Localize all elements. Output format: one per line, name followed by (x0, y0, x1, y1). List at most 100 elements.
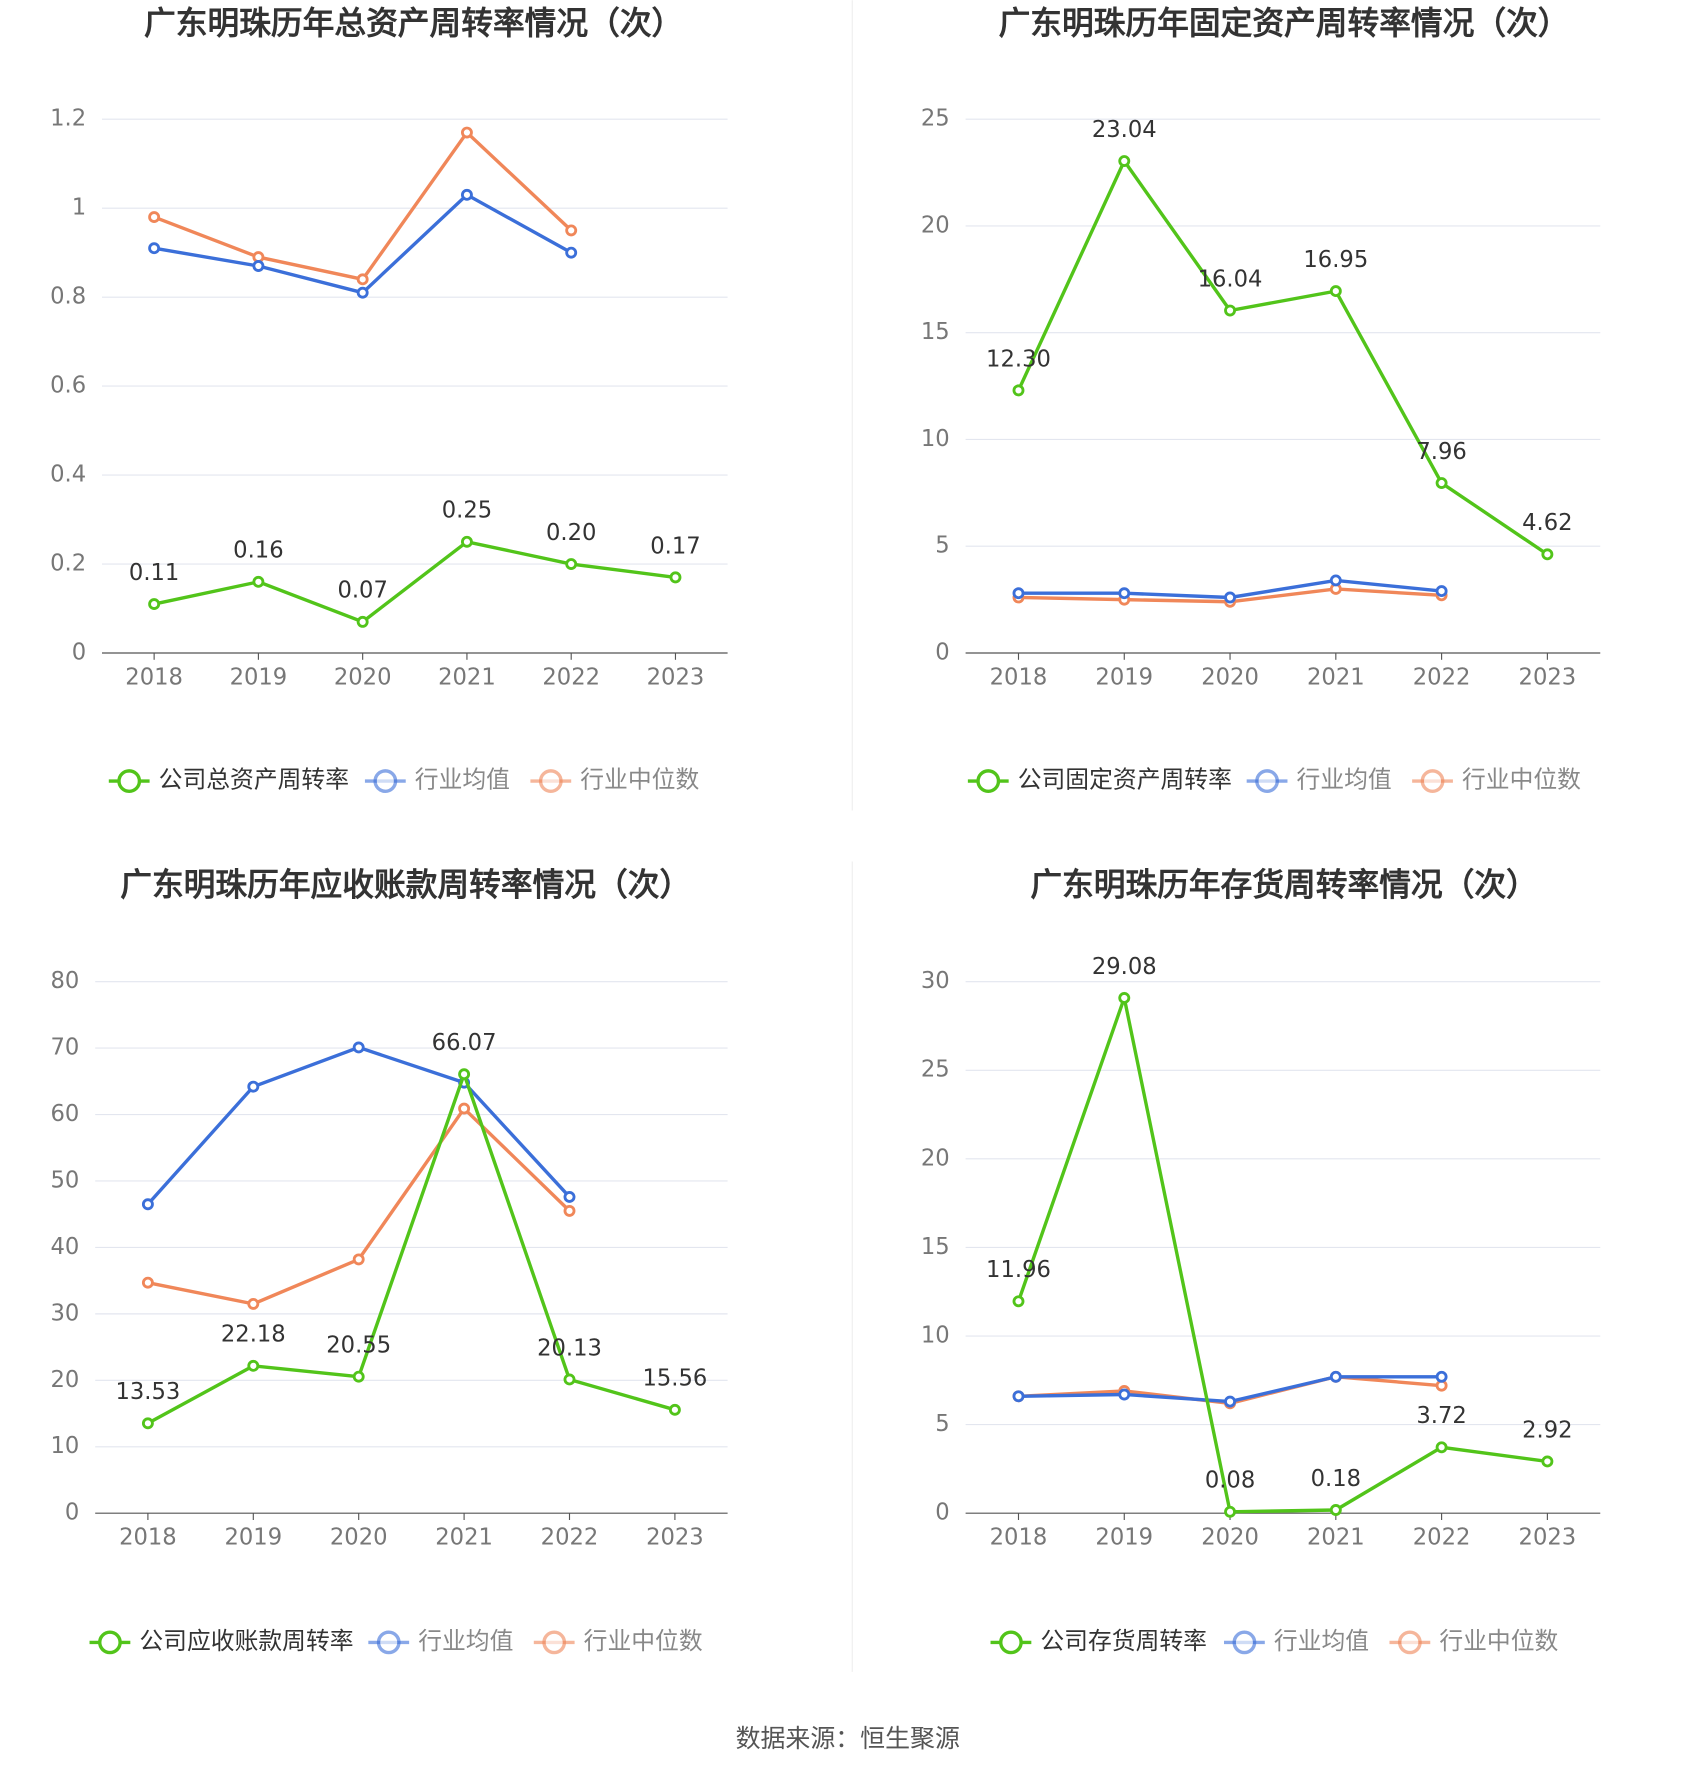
legend-label: 行业均值 (1297, 766, 1392, 794)
data-label: 2.92 (1522, 1417, 1572, 1443)
data-point (1541, 548, 1554, 561)
data-point (1224, 1505, 1236, 1518)
x-tick-label: 2018 (119, 1525, 177, 1551)
legend-icon (1255, 769, 1279, 793)
data-point (563, 1190, 576, 1203)
x-tick-label: 2023 (1519, 664, 1577, 690)
x-tick-label: 2018 (990, 1525, 1048, 1551)
y-tick-label: 0.2 (50, 551, 86, 577)
data-point (1329, 285, 1342, 298)
data-point (1224, 1395, 1236, 1408)
data-point (141, 1417, 154, 1430)
data-point (565, 558, 578, 570)
data-point (148, 211, 161, 224)
data-point (352, 1253, 365, 1266)
x-tick-label: 2023 (1519, 1525, 1577, 1551)
data-label: 22.18 (221, 1322, 286, 1348)
data-point (247, 1080, 260, 1093)
x-tick-label: 2019 (1095, 664, 1153, 690)
data-point (565, 224, 578, 237)
data-label: 66.07 (432, 1030, 497, 1056)
legend-label: 行业中位数 (1462, 766, 1581, 794)
y-tick-label: 15 (921, 319, 950, 345)
x-tick-label: 2021 (435, 1525, 493, 1551)
data-point (458, 1102, 471, 1115)
series-line (147, 1069, 676, 1425)
data-point (1224, 304, 1236, 317)
data-point (460, 188, 473, 201)
data-point (563, 1373, 576, 1386)
y-tick-label: 0 (65, 1500, 79, 1526)
legend-label: 行业均值 (418, 1627, 513, 1655)
legend-label: 行业中位数 (580, 766, 699, 794)
y-tick-label: 20 (921, 212, 950, 238)
data-point (356, 273, 369, 286)
data-label: 0.16 (233, 538, 283, 564)
y-tick-label: 10 (921, 1323, 950, 1349)
y-tick-label: 30 (921, 968, 950, 994)
chart-title: 广东明珠历年固定资产周转率情况（次） (999, 5, 1570, 42)
y-tick-label: 10 (921, 426, 950, 452)
data-point (1224, 591, 1236, 604)
series-line (147, 1105, 571, 1306)
y-tick-label: 80 (50, 968, 79, 994)
legend-label: 行业均值 (415, 766, 510, 794)
data-point (1118, 587, 1131, 600)
y-tick-label: 1.2 (50, 106, 86, 132)
data-point (141, 1198, 154, 1211)
y-tick-label: 70 (50, 1035, 79, 1061)
y-tick-label: 5 (935, 533, 949, 559)
y-tick-label: 25 (921, 106, 950, 132)
y-tick-label: 0 (935, 1500, 949, 1526)
legend-icon (1232, 1630, 1257, 1655)
legend-icon (976, 769, 1001, 793)
series-line (153, 539, 676, 624)
data-point (1435, 1441, 1448, 1454)
source-note: 数据来源：恒生聚源 (736, 1724, 960, 1753)
data-label: 0.11 (129, 560, 179, 586)
y-tick-label: 0.8 (50, 284, 86, 310)
legend-icon (376, 1630, 401, 1655)
x-tick-label: 2020 (334, 664, 392, 690)
data-label: 12.30 (986, 346, 1051, 372)
data-point (1012, 1390, 1025, 1403)
legend-label: 行业均值 (1274, 1627, 1369, 1655)
data-label: 4.62 (1522, 510, 1572, 536)
data-point (1541, 1455, 1554, 1468)
legend-icon (999, 1630, 1023, 1655)
y-tick-label: 15 (921, 1234, 950, 1260)
data-point (247, 1359, 260, 1372)
data-point (356, 615, 369, 628)
x-tick-label: 2023 (646, 1525, 704, 1551)
y-tick-label: 40 (50, 1234, 79, 1260)
data-point (1329, 574, 1342, 587)
series-line (1016, 991, 1548, 1514)
y-tick-label: 1 (72, 195, 86, 221)
chart-title: 广东明珠历年应收账款周转率情况（次） (120, 866, 691, 903)
data-point (669, 571, 682, 584)
data-label: 7.96 (1416, 439, 1466, 465)
series-line (1016, 157, 1549, 556)
data-point (1118, 155, 1131, 167)
legend-label: 公司应收账款周转率 (139, 1627, 353, 1655)
data-point (252, 260, 265, 272)
data-point (1329, 1370, 1342, 1383)
x-tick-label: 2022 (1413, 664, 1471, 690)
data-label: 29.08 (1092, 954, 1157, 980)
data-label: 23.04 (1092, 117, 1157, 143)
data-point (148, 242, 161, 255)
legend-label: 行业中位数 (1439, 1627, 1558, 1655)
x-tick-label: 2019 (224, 1525, 282, 1551)
x-tick-label: 2022 (541, 1525, 599, 1551)
data-point (563, 1204, 576, 1217)
legend-label: 行业中位数 (584, 1627, 703, 1655)
y-tick-label: 5 (935, 1411, 949, 1437)
data-point (458, 1068, 471, 1081)
data-label: 0.20 (546, 520, 596, 546)
legend-label: 公司固定资产周转率 (1018, 766, 1232, 794)
data-point (356, 286, 369, 299)
legend-icon (538, 769, 563, 793)
x-tick-label: 2020 (330, 1525, 388, 1551)
data-point (668, 1403, 681, 1416)
